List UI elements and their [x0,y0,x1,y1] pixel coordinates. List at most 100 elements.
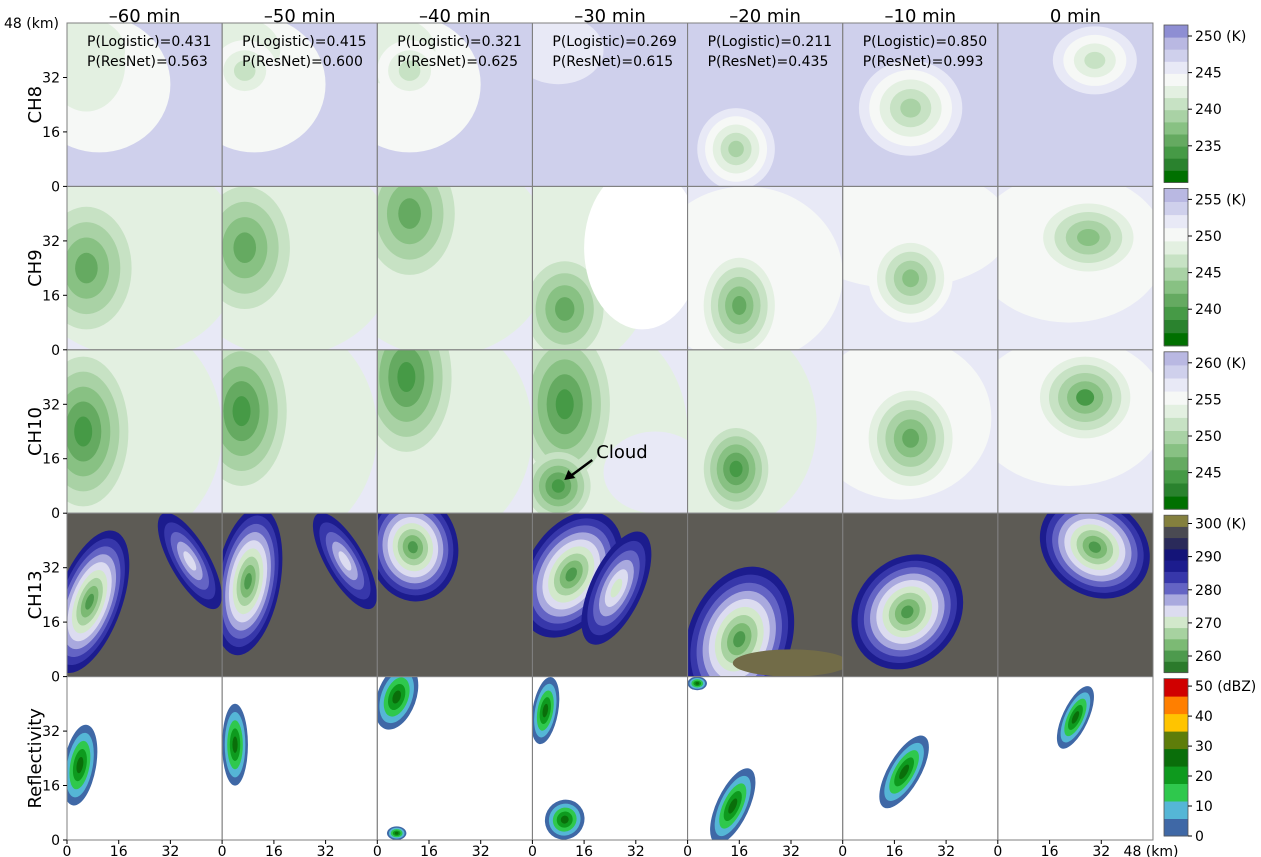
colorbar-ch8: 250 (K) 245 240 235 [1163,24,1246,183]
axes: –60 min –50 min –40 min –30 min –20 min –10 m… [4,6,1178,857]
column-title: –30 min [574,6,646,27]
panel-ch8-5 [842,23,998,187]
colorbar-ch13: 300 (K) 290 280 270 260 [1163,514,1246,674]
colorbar-segment [1164,469,1188,484]
colorbar-segment [1164,332,1188,347]
row-label: CH10 [25,407,46,456]
contour-region [67,23,126,112]
panel-ch8-2 [377,23,533,187]
colorbar-tick-label: 270 [1195,616,1222,632]
contour-region [555,297,575,321]
probability-resnet-label: P(ResNet)=0.563 [87,54,208,70]
annotations: P(Logistic)=0.431 P(ResNet)=0.563 P(Logist… [87,34,987,480]
probability-logistic-label: P(Logistic)=0.269 [552,34,676,50]
contour-region [232,736,238,753]
panel-field [687,349,843,514]
colorbar-segment [1164,121,1188,135]
panel-ch9-4 [687,186,843,350]
panel-ch9-5 [842,186,998,350]
colorbar-segment [1164,496,1188,510]
colorbar-segment [1164,638,1188,651]
x-tick-label: 16 [1041,844,1059,857]
x-tick-label: 32 [317,844,335,857]
panel-reflectivity-2 [377,676,533,840]
panel-field [222,23,378,187]
colorbar-tick-label: 235 [1195,139,1222,155]
colorbar-tick-label: 290 [1195,550,1222,566]
panel-field [67,513,223,677]
panel-field [842,676,998,840]
colorbar-segment [1164,158,1188,171]
colorbar-tick-label: 240 [1195,302,1222,318]
colorbar-frame [1163,514,1189,674]
contour-region [899,764,910,780]
colorbar-segment [1164,37,1188,50]
panel-field [67,186,223,350]
y-tick-label: 32 [42,234,60,250]
x-tick-label: 32 [161,844,179,857]
panel-field [377,349,533,514]
contour-region [1084,51,1106,69]
colorbar-tick-label: 50 (dBZ) [1195,679,1256,695]
panel-ch9-6 [997,186,1153,350]
colorbar-segment [1164,748,1188,767]
colorbar-segment [1164,391,1188,405]
colorbar-segment [1164,713,1188,732]
panel-ch8-4 [687,23,843,187]
panel-field [532,513,688,677]
contour-region [1076,389,1095,406]
annotation-arrow [568,458,594,478]
contour-region [397,362,416,392]
y-tick-label: 0 [51,343,60,359]
colorbar-segment [1164,443,1188,458]
panel-field [997,23,1153,187]
colorbar-segment [1164,267,1188,281]
y-tick-label: 32 [42,561,60,577]
contour-region [233,232,257,263]
y-tick-label: 16 [42,125,60,141]
y-tick-label: 0 [51,506,60,522]
contour-region [695,682,700,685]
colorbar-segment [1164,49,1188,62]
panel-ch8-1 [222,23,378,187]
colorbar-tick-label: 245 [1195,266,1222,282]
probability-logistic-label: P(Logistic)=0.850 [863,34,987,50]
panel-border [997,676,1154,841]
probability-logistic-label: P(Logistic)=0.321 [397,34,521,50]
colorbar-segment [1164,227,1188,242]
contour-region [902,428,919,448]
colorbar-segment [1164,280,1188,294]
colorbar-segment [1164,731,1188,750]
colorbar-tick-label: 40 [1195,709,1213,725]
panel-ch10-0 [67,349,223,514]
y-tick-label: 32 [42,71,60,87]
x-tick-label: 32 [627,844,645,857]
panel-field [687,23,843,187]
contour-region [1088,541,1101,553]
colorbar-segment [1164,526,1188,539]
panel-field [67,676,223,840]
colorbar-frame [1163,187,1189,347]
colorbar-segment [1164,537,1188,550]
panel-field [532,23,688,187]
x-tick-label: 16 [420,844,438,857]
colorbar-segment [1164,515,1188,527]
colorbar-segment [1164,73,1188,86]
x-tick-label: 16 [265,844,283,857]
panel-field [222,186,378,350]
contour-region [900,98,921,118]
panel-field [222,513,378,677]
panel-field [687,513,843,677]
x-tick-label: 16 [730,844,748,857]
probability-logistic-label: P(Logistic)=0.415 [242,34,366,50]
column-title: –50 min [264,6,336,27]
colorbar-segment [1164,378,1188,392]
column-title: –20 min [729,6,801,27]
x-tick-label: 0 [63,844,72,857]
panel-ch8-0 [67,23,223,187]
contour-region [1071,711,1080,724]
panel-field [997,349,1153,514]
contour-region [733,631,746,648]
colorbar-segment [1164,650,1188,662]
